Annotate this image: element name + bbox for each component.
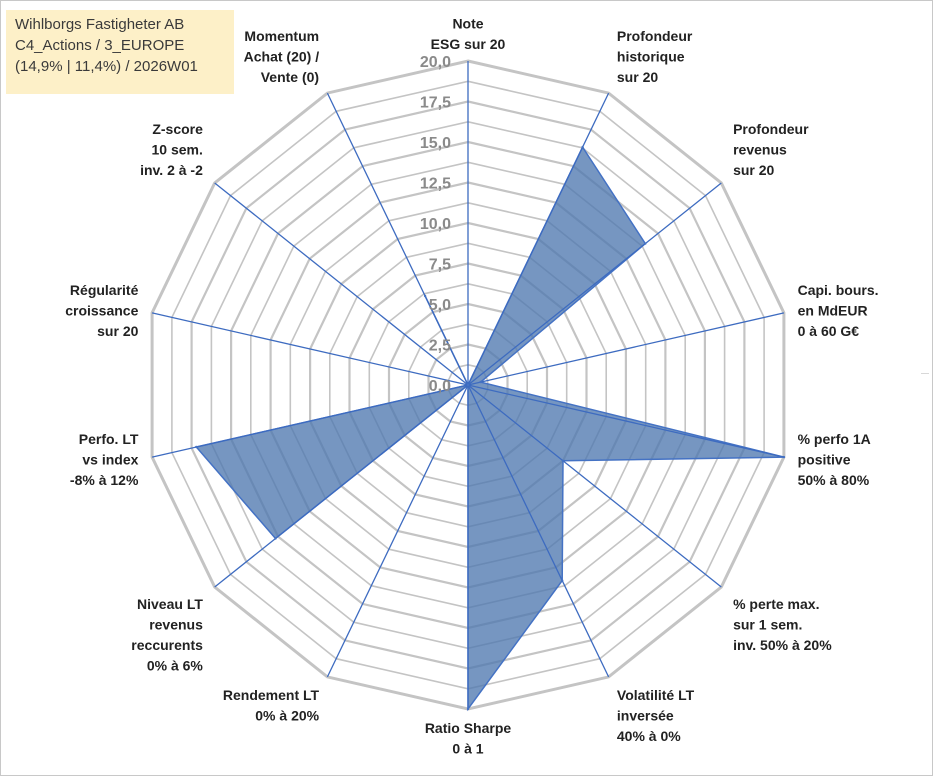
- axis-spoke: [151, 384, 469, 458]
- tick-label: 0,0: [429, 378, 451, 395]
- axis-spoke: [467, 92, 610, 386]
- tick-label: 10,0: [420, 216, 451, 233]
- data-point: [274, 537, 277, 540]
- axis-label: Perfo. LT vs index -8% à 12%: [70, 431, 139, 488]
- axis-spoke: [214, 182, 469, 386]
- company-name: Wihlborgs Fastigheter AB: [15, 16, 185, 33]
- axis-label: Volatilité LT inversée 40% à 0%: [617, 687, 695, 744]
- tick-label: 7,5: [429, 257, 451, 274]
- data-point: [581, 145, 584, 149]
- axis-spoke: [467, 384, 785, 458]
- axis-label: Niveau LT revenus reccurents 0% à 6%: [131, 596, 203, 674]
- axis-label: Momentum Achat (20) / Vente (0): [244, 28, 320, 85]
- axis-label: Capi. bours. en MdEUR 0 à 60 G€: [798, 282, 879, 339]
- axis-spoke: [467, 384, 722, 588]
- axis-spoke: [467, 384, 610, 678]
- axis-label: % perte max. sur 1 sem. inv. 50% à 20%: [733, 596, 832, 653]
- performance-week: (14,9% | 11,4%) / 2026W01: [15, 58, 198, 75]
- data-point: [479, 380, 482, 384]
- data-point: [782, 455, 786, 459]
- axis-spoke: [214, 384, 469, 588]
- side-marker: [921, 373, 929, 374]
- tick-label: 5,0: [429, 297, 451, 314]
- axis-label: Z-score 10 sem. inv. 2 à -2: [140, 121, 203, 178]
- axis-spoke: [467, 182, 722, 386]
- data-point: [644, 242, 647, 245]
- axis-spoke: [326, 92, 469, 386]
- tick-label: 17,5: [420, 95, 451, 112]
- data-series-area: [194, 145, 785, 712]
- data-point: [466, 383, 470, 387]
- data-point: [423, 294, 427, 298]
- axis-spoke: [467, 312, 785, 386]
- data-point: [466, 707, 470, 711]
- tick-label: 20,0: [420, 54, 451, 71]
- axis-label: Rendement LT 0% à 20%: [223, 687, 320, 724]
- axis-spoke: [326, 384, 469, 678]
- tick-label: 15,0: [420, 135, 451, 152]
- axis-label: Profondeur revenus sur 20: [733, 121, 809, 178]
- axis-label: % perfo 1A positive 50% à 80%: [798, 431, 871, 488]
- stock-info-box: Wihlborgs Fastigheter AB C4_Actions / 3_…: [6, 10, 234, 94]
- axis-spoke: [151, 312, 469, 386]
- tick-label: 2,5: [429, 338, 451, 355]
- axis-label: Ratio Sharpe 0 à 1: [425, 720, 512, 757]
- tick-label: 12,5: [420, 176, 451, 193]
- axis-label: Note ESG sur 20: [431, 16, 506, 53]
- axis-label: Régularité croissance sur 20: [65, 282, 138, 339]
- portfolio-category: C4_Actions / 3_EUROPE: [15, 37, 185, 54]
- data-point: [561, 579, 564, 582]
- data-point: [561, 459, 565, 462]
- data-point: [195, 445, 198, 449]
- axis-label: Profondeur historique sur 20: [617, 28, 693, 85]
